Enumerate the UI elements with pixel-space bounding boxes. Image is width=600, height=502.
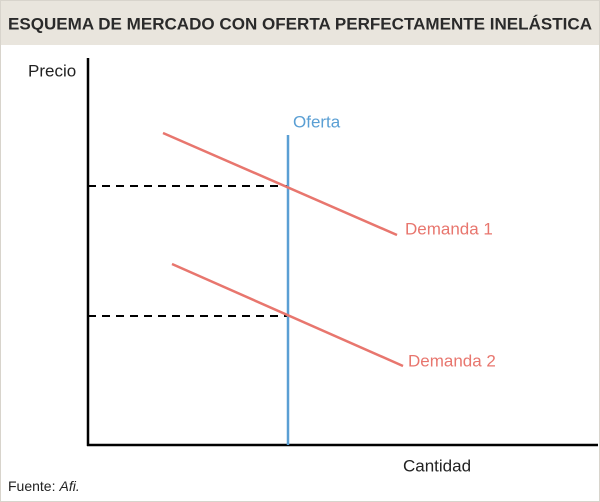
source: Fuente: Afi. [8, 478, 80, 494]
demand-line [171, 262, 404, 368]
source-name: Afi. [58, 478, 79, 494]
title-band [1, 1, 599, 45]
x-axis-label: Cantidad [403, 456, 471, 475]
supply-label: Oferta [293, 112, 341, 131]
demand-line [162, 131, 398, 237]
source-label: Fuente: [8, 478, 55, 494]
y-axis-label: Precio [28, 61, 76, 80]
title: ESQUEMA DE MERCADO CON OFERTA PERFECTAME… [8, 14, 592, 33]
demand-label: Demanda 1 [405, 219, 493, 238]
demand-label: Demanda 2 [408, 351, 496, 370]
